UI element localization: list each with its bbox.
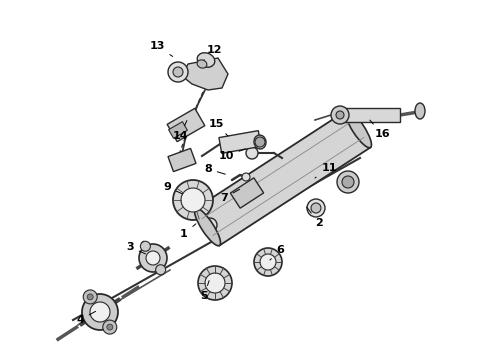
Circle shape (83, 290, 97, 304)
Circle shape (173, 180, 213, 220)
Circle shape (260, 254, 276, 270)
Text: 13: 13 (149, 41, 172, 57)
Ellipse shape (195, 208, 220, 246)
Circle shape (107, 324, 113, 330)
Circle shape (307, 199, 325, 217)
Polygon shape (196, 111, 370, 246)
Polygon shape (168, 148, 196, 172)
Circle shape (311, 203, 321, 213)
Ellipse shape (345, 110, 371, 148)
Polygon shape (169, 122, 188, 138)
Circle shape (90, 302, 110, 322)
Circle shape (82, 294, 118, 330)
Text: 12: 12 (204, 45, 222, 60)
Circle shape (331, 106, 349, 124)
Circle shape (173, 67, 183, 77)
Text: 6: 6 (270, 245, 284, 260)
Text: 1: 1 (180, 224, 196, 239)
Text: 16: 16 (370, 120, 390, 139)
Text: 3: 3 (126, 242, 146, 254)
Circle shape (242, 173, 250, 181)
Polygon shape (219, 131, 261, 153)
Ellipse shape (415, 103, 425, 119)
Text: 9: 9 (163, 182, 182, 194)
Circle shape (181, 188, 205, 212)
Circle shape (255, 137, 265, 147)
Circle shape (198, 266, 232, 300)
Text: 4: 4 (76, 311, 96, 325)
Circle shape (139, 244, 167, 272)
Text: 15: 15 (208, 119, 228, 136)
Text: 8: 8 (204, 164, 225, 174)
Circle shape (336, 111, 344, 119)
Ellipse shape (254, 135, 266, 149)
Circle shape (103, 320, 117, 334)
Ellipse shape (197, 53, 215, 67)
Text: 14: 14 (172, 121, 188, 141)
Polygon shape (340, 108, 400, 122)
Circle shape (146, 251, 160, 265)
Circle shape (140, 241, 150, 251)
Text: 7: 7 (220, 189, 240, 203)
Circle shape (254, 248, 282, 276)
Text: 5: 5 (200, 281, 209, 301)
Text: 10: 10 (219, 149, 245, 161)
Circle shape (342, 176, 354, 188)
Circle shape (205, 273, 225, 293)
Ellipse shape (197, 60, 207, 68)
Polygon shape (230, 178, 264, 208)
Text: 11: 11 (315, 163, 337, 178)
Circle shape (337, 171, 359, 193)
Circle shape (246, 147, 258, 159)
Circle shape (156, 265, 166, 275)
Circle shape (168, 62, 188, 82)
Circle shape (203, 218, 217, 232)
Polygon shape (182, 58, 228, 90)
Text: 2: 2 (307, 207, 323, 228)
Circle shape (87, 294, 93, 300)
Polygon shape (167, 108, 205, 142)
